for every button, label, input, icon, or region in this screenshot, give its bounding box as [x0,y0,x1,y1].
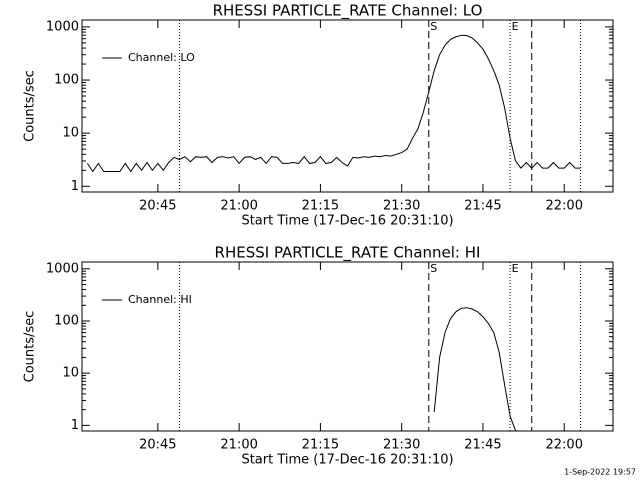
y-tick-label: 100 [54,313,79,328]
y-tick-label: 10 [62,126,79,141]
plot-frame [81,261,614,432]
marker-label: S [430,20,437,33]
x-tick-label: 21:15 [302,438,339,453]
legend-label: Channel: HI [128,293,192,306]
x-tick-label: 20:45 [139,199,176,214]
x-tick-label: 21:30 [383,199,420,214]
x-tick-label: 21:30 [383,438,420,453]
y-axis-label: Counts/sec [23,70,38,142]
marker-label: E [512,20,519,33]
panel: RHESSI PARTICLE_RATE Channel: HI Start Ti… [23,244,614,468]
x-tick-label: 21:00 [220,438,257,453]
panel: RHESSI PARTICLE_RATE Channel: LO Start Ti… [23,2,614,229]
y-tick-label: 1000 [46,19,79,34]
y-tick-label: 1 [71,179,79,194]
x-tick-label: 21:45 [464,438,501,453]
x-tick-label: 22:00 [546,199,583,214]
x-tick-label: 21:45 [464,199,501,214]
y-tick-label: 100 [54,73,79,88]
y-tick-label: 10 [62,366,79,381]
x-tick-label: 20:45 [139,438,176,453]
x-tick-label: 21:00 [220,199,257,214]
x-tick-label: 22:00 [546,438,583,453]
chart-title: RHESSI PARTICLE_RATE Channel: LO [213,2,483,21]
marker-label: S [430,262,437,275]
series-line [86,34,581,173]
y-axis-label: Counts/sec [23,311,38,383]
y-tick-label: 1000 [46,261,79,276]
series-line [433,307,516,431]
plot-frame [81,19,614,193]
chart-title: RHESSI PARTICLE_RATE Channel: HI [215,244,481,263]
legend-label: Channel: LO [128,51,195,64]
x-axis-label: Start Time (17-Dec-16 20:31:10) [241,453,453,468]
x-axis-label: Start Time (17-Dec-16 20:31:10) [241,214,453,229]
y-tick-label: 1 [71,418,79,433]
footer: 1-Sep-2022 19:57 [564,468,636,477]
marker-label: E [512,262,519,275]
x-tick-label: 21:15 [302,199,339,214]
